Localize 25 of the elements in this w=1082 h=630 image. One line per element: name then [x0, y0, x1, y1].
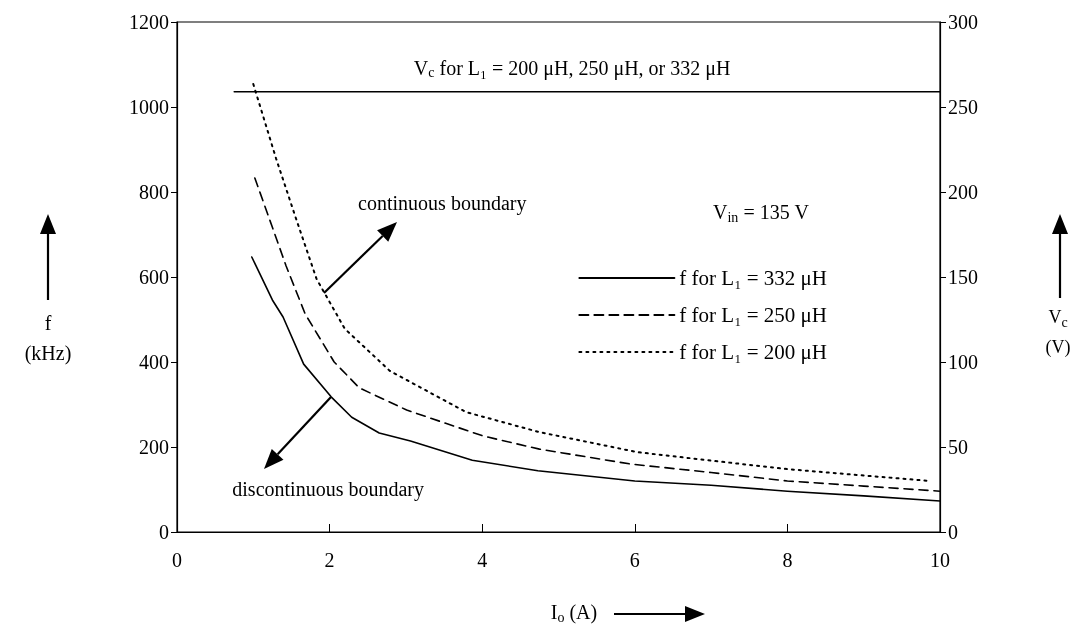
y2-tick-label: 100 [948, 351, 978, 373]
y2-tick-label: 300 [948, 11, 978, 33]
y2-tick-label: 0 [948, 521, 958, 543]
x-tick-label: 6 [629, 549, 640, 571]
legend-label: f for L₁ = 200 μH [679, 340, 828, 364]
x-tick-label: 4 [477, 549, 488, 571]
y2-tick-label: 250 [948, 96, 978, 118]
y2-tick-label: 200 [948, 181, 978, 203]
legend-label: f for L₁ = 250 μH [679, 303, 828, 327]
legend-label: f for L₁ = 332 μH [679, 266, 828, 290]
y-tick-label: 400 [139, 351, 169, 373]
x-tick-label: 8 [782, 549, 793, 571]
x-tick-label: 10 [930, 549, 950, 571]
y2-tick-label: 50 [948, 436, 968, 458]
y-tick-label: 200 [139, 436, 169, 458]
y-tick-label: 800 [139, 181, 169, 203]
x-tick-label: 2 [324, 549, 335, 571]
annotation: continuous boundary [358, 191, 527, 215]
y-axis-title: f (kHz) [24, 312, 72, 365]
y-tick-label: 1200 [129, 11, 169, 33]
y-tick-label: 600 [139, 266, 169, 288]
y2-tick-label: 150 [948, 266, 978, 288]
y-tick-label: 0 [159, 521, 169, 543]
annotation: discontinuous boundary [232, 477, 424, 501]
y-tick-label: 1000 [129, 96, 169, 118]
